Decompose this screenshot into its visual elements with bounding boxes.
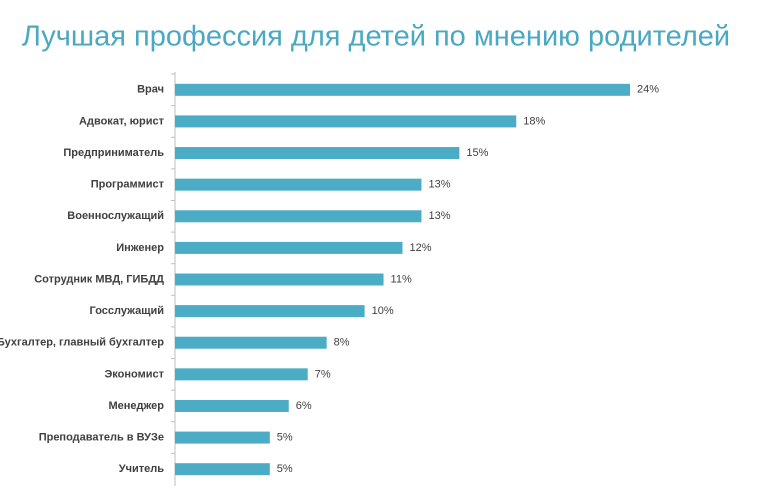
bar	[175, 210, 422, 223]
bar	[175, 463, 270, 476]
value-label: 13%	[428, 210, 450, 222]
value-label: 6%	[296, 400, 312, 412]
bar	[175, 273, 384, 286]
bar	[175, 399, 289, 412]
value-label: 15%	[466, 147, 488, 159]
category-label: Адвокат, юрист	[79, 115, 165, 127]
value-label: 7%	[315, 368, 331, 380]
category-label: Врач	[137, 84, 164, 96]
category-label: Предприниматель	[63, 147, 164, 159]
bar	[175, 178, 422, 191]
bar	[175, 115, 517, 128]
bar	[175, 336, 327, 349]
category-label: Военнослужащий	[67, 210, 164, 222]
value-label: 10%	[372, 305, 394, 317]
value-label: 18%	[523, 115, 545, 127]
category-label: Госслужащий	[90, 305, 164, 317]
value-label: 11%	[391, 273, 412, 285]
chart-title: Лучшая профессия для детей по мнению род…	[22, 21, 730, 53]
bar	[175, 147, 460, 160]
bar	[175, 368, 308, 381]
category-label: Инженер	[116, 242, 164, 254]
category-label: Экономист	[104, 368, 164, 380]
category-label: Менеджер	[108, 400, 164, 412]
bar	[175, 305, 365, 318]
category-label: Бухгалтер, главный бухгалтер	[0, 337, 164, 349]
bar	[175, 431, 270, 444]
category-label: Программист	[91, 179, 165, 191]
category-label: Преподаватель в ВУЗе	[39, 431, 164, 443]
value-label: 5%	[277, 463, 293, 475]
value-label: 5%	[277, 431, 293, 443]
category-label: Сотрудник МВД, ГИБДД	[34, 273, 164, 285]
value-label: 12%	[410, 242, 432, 254]
value-label: 13%	[428, 179, 450, 191]
bar	[175, 241, 403, 254]
category-label: Учитель	[119, 463, 164, 475]
value-label: 8%	[334, 337, 350, 349]
value-label: 24%	[637, 84, 659, 96]
bar	[175, 83, 630, 96]
